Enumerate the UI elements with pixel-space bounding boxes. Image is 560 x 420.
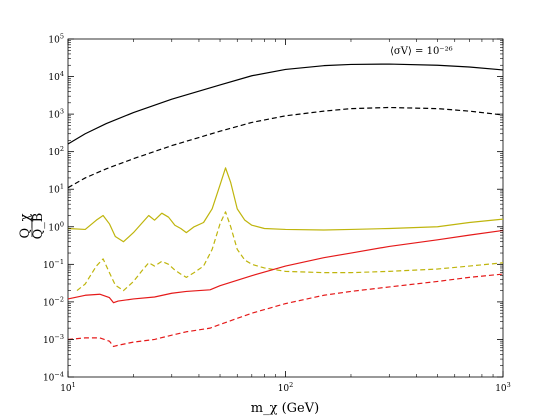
series-layer — [67, 63, 504, 348]
annotation-sigma-v: ⟨σV⟩ = 10⁻²⁶ — [390, 46, 453, 57]
y-tick-label-1: 10−4 — [43, 371, 64, 384]
series-line-1 — [67, 63, 504, 145]
y-tick-label-3: 10−2 — [43, 295, 64, 308]
y-tick-label-10: 105 — [48, 33, 64, 46]
y-tick-label-2: 10−3 — [43, 333, 64, 346]
series-line-6 — [67, 273, 504, 348]
series-line-5 — [67, 229, 504, 304]
x-tick-label-3: 103 — [495, 381, 511, 394]
x-tick-label-2: 102 — [278, 381, 294, 394]
x-ticks: 101 102 103 — [60, 39, 511, 394]
series-line-3 — [67, 167, 504, 243]
y-tick-label-5: 100 — [48, 220, 64, 233]
y-tick-label-4: 10−1 — [43, 258, 64, 271]
y-tick-label-9: 104 — [48, 70, 64, 83]
y-tick-label-7: 102 — [48, 145, 64, 158]
y-tick-label-8: 103 — [48, 108, 64, 121]
y-axis-label: Q_χ Q_B — [18, 213, 46, 240]
y-axis-label-numerator: Q_χ — [18, 213, 33, 238]
plot-frame — [67, 38, 504, 378]
y-tick-label-6: 101 — [48, 183, 64, 196]
series-line-4 — [76, 211, 504, 292]
x-axis-label: m_χ (GeV) — [251, 401, 319, 416]
y-ticks: 10−4 10−3 10−2 10−1 100 101 102 103 104 105 — [43, 33, 503, 384]
y-axis-label-denominator: Q_B — [31, 213, 46, 240]
x-tick-label-1: 101 — [60, 381, 76, 394]
series-line-2 — [67, 106, 504, 189]
